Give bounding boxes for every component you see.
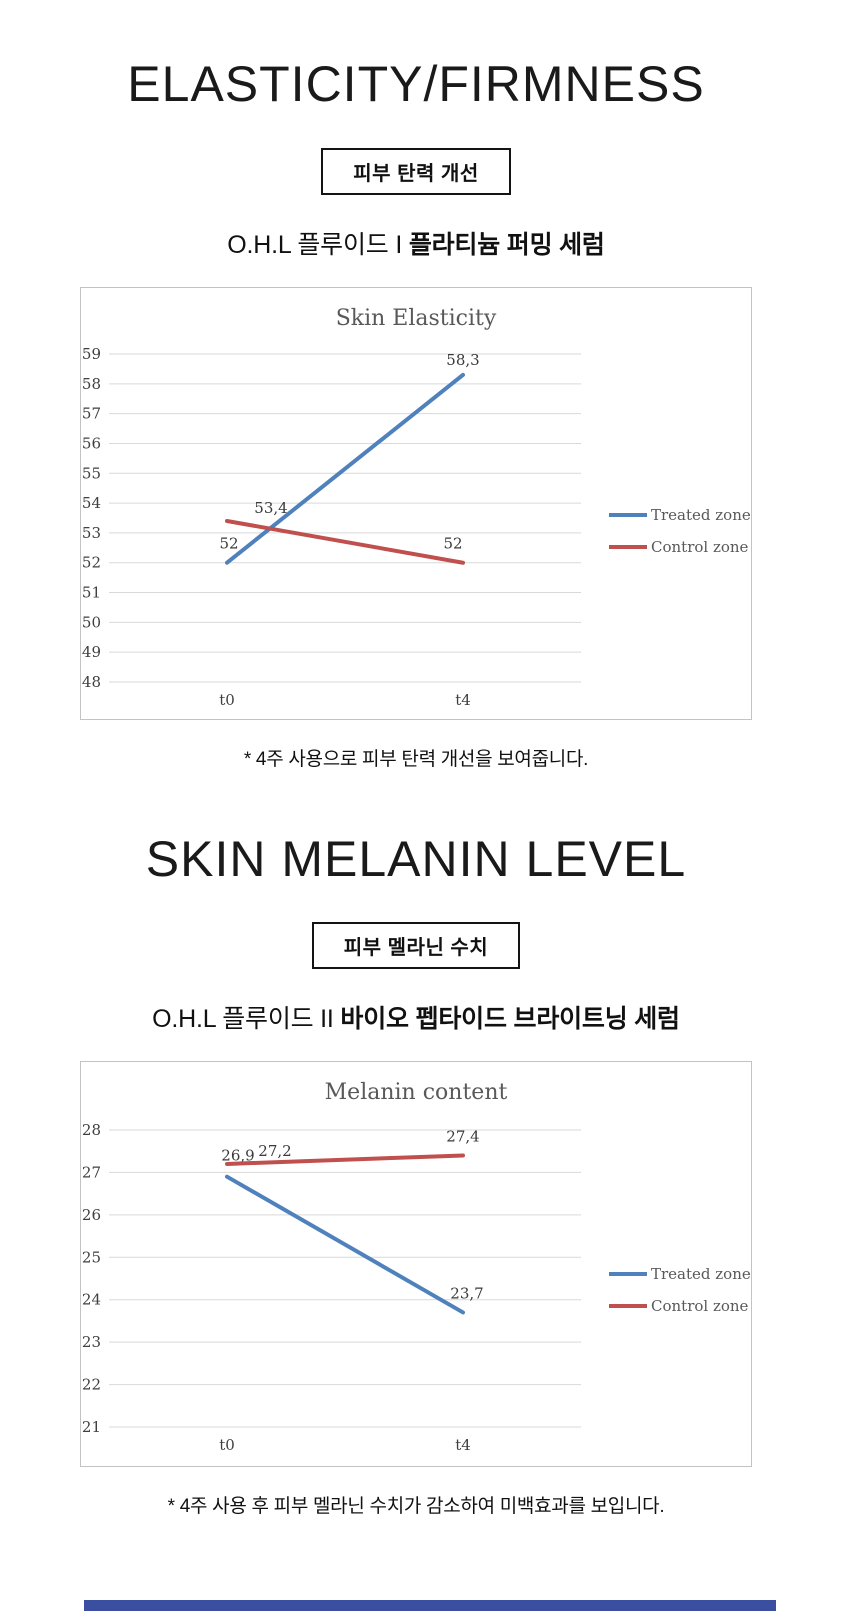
svg-text:51: 51 <box>82 583 101 601</box>
bottom-banner-strip <box>84 1600 776 1611</box>
elasticity-section-title: ELASTICITY/FIRMNESS <box>127 56 705 112</box>
svg-text:52: 52 <box>443 534 462 552</box>
melanin-section-title: SKIN MELANIN LEVEL <box>145 830 687 887</box>
svg-text:t0: t0 <box>219 1436 235 1454</box>
svg-text:Control zone: Control zone <box>651 538 749 556</box>
svg-text:49: 49 <box>82 643 101 661</box>
svg-text:28: 28 <box>82 1121 101 1139</box>
melanin-product-name: O.H.L 플루이드 II 바이오 펩타이드 브라이트닝 세럼 <box>80 999 752 1035</box>
svg-text:56: 56 <box>82 434 101 452</box>
melanin-chart-frame: 21 22 23 24 25 26 27 28 t0 t4 26,9 23,7 Treated zone… <box>80 1061 752 1467</box>
svg-text:50: 50 <box>82 613 101 631</box>
svg-text:25: 25 <box>82 1248 101 1266</box>
svg-text:53: 53 <box>82 523 101 541</box>
svg-text:57: 57 <box>82 404 101 422</box>
svg-text:Treated zone: Treated zone <box>651 506 751 524</box>
elasticity-badge-row: 피부 탄력 개선 <box>80 147 752 195</box>
svg-text:58,3: 58,3 <box>446 350 479 368</box>
svg-text:52: 52 <box>82 553 101 571</box>
melanin-product-name-prefix: O.H.L 플루이드 II <box>152 1005 341 1033</box>
page-container: ELASTICITY/FIRMNESS 피부 탄력 개선 O.H.L 플루이드 … <box>80 0 752 1518</box>
elasticity-badge: 피부 탄력 개선 <box>321 147 511 195</box>
svg-text:59: 59 <box>82 345 101 363</box>
svg-text:26: 26 <box>82 1206 101 1224</box>
svg-text:52: 52 <box>219 534 238 552</box>
svg-text:24: 24 <box>82 1291 101 1309</box>
melanin-badge: 피부 멜라닌 수치 <box>311 922 521 969</box>
melanin-badge-row: 피부 멜라닌 수치 <box>80 922 752 969</box>
svg-text:48: 48 <box>82 673 101 691</box>
svg-text:Control zone: Control zone <box>651 1297 749 1315</box>
elasticity-chart: 48 49 50 51 52 53 54 55 56 57 58 59 t0 t4 52 58,3 Treate… <box>82 306 751 709</box>
svg-text:Skin Elasticity: Skin Elasticity <box>336 306 497 331</box>
elasticity-chart-frame: 48 49 50 51 52 53 54 55 56 57 58 59 t0 t4 52 58,3 Treate… <box>80 286 752 720</box>
melanin-chart: 21 22 23 24 25 26 27 28 t0 t4 26,9 23,7 Treated zone… <box>82 1080 751 1454</box>
svg-text:54: 54 <box>82 494 101 512</box>
melanin-product-name-bold: 바이오 펩타이드 브라이트닝 세럼 <box>340 1005 680 1033</box>
svg-text:27,4: 27,4 <box>446 1127 479 1145</box>
svg-text:27: 27 <box>82 1163 101 1181</box>
svg-text:27,2: 27,2 <box>258 1142 291 1160</box>
elasticity-caption: * 4주 사용으로 피부 탄력 개선을 보여줍니다. <box>243 748 589 770</box>
svg-text:t0: t0 <box>219 691 235 709</box>
svg-text:23: 23 <box>82 1333 101 1351</box>
svg-text:21: 21 <box>82 1418 101 1436</box>
svg-text:Treated zone: Treated zone <box>651 1265 751 1283</box>
svg-text:55: 55 <box>82 464 101 482</box>
svg-text:Melanin content: Melanin content <box>325 1080 508 1105</box>
elasticity-product-name-prefix: O.H.L 플루이드 I <box>227 230 409 259</box>
svg-text:22: 22 <box>82 1376 101 1394</box>
svg-text:26,9: 26,9 <box>221 1147 254 1165</box>
section-elasticity: ELASTICITY/FIRMNESS 피부 탄력 개선 O.H.L 플루이드 … <box>80 0 752 771</box>
svg-text:23,7: 23,7 <box>450 1284 483 1302</box>
svg-text:53,4: 53,4 <box>254 498 287 516</box>
svg-text:t4: t4 <box>455 691 471 709</box>
section-melanin: SKIN MELANIN LEVEL 피부 멜라닌 수치 O.H.L 플루이드 … <box>80 771 752 1519</box>
melanin-caption: * 4주 사용 후 피부 멜라닌 수치가 감소하여 미백효과를 보입니다. <box>167 1496 665 1517</box>
svg-text:58: 58 <box>82 374 101 392</box>
elasticity-product-name-bold: 플라티늄 퍼밍 세럼 <box>408 230 605 259</box>
elasticity-product-name: O.H.L 플루이드 I 플라티늄 퍼밍 세럼 <box>80 225 752 261</box>
svg-text:t4: t4 <box>455 1436 471 1454</box>
